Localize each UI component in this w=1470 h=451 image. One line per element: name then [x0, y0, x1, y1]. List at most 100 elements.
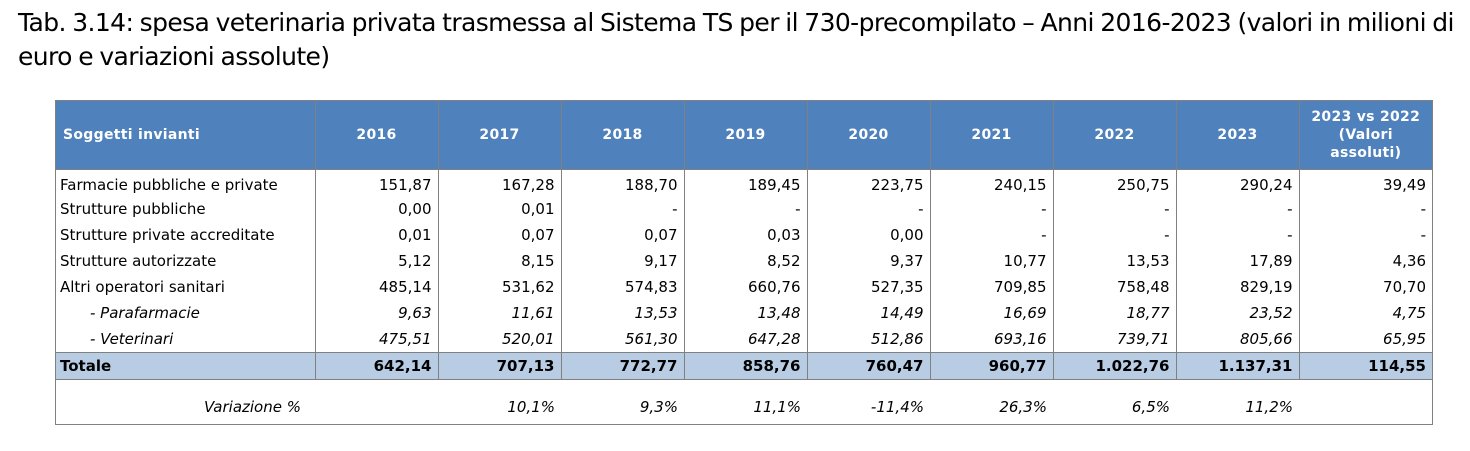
table-cell: -	[1052, 196, 1176, 222]
table-cell: 709,85	[929, 274, 1053, 300]
table-cell: 14,49	[806, 300, 930, 326]
table-cell: 6,5%	[1131, 398, 1170, 416]
table-cell: 23,52	[1175, 300, 1299, 326]
table-row: Strutture pubbliche 0,00 0,01- - - - - - -	[56, 196, 1432, 222]
table-cell: 805,66	[1175, 326, 1299, 353]
table-cell: -	[929, 196, 1053, 222]
table-cell	[1299, 380, 1432, 435]
table-cell: 660,76	[683, 274, 807, 300]
table-cell: 10,77	[929, 248, 1053, 274]
table-cell: 11,2%	[1245, 398, 1293, 416]
table-cell: 0,07	[437, 222, 561, 248]
table-cell: 9,37	[806, 248, 930, 274]
table-cell: 520,01	[437, 326, 561, 353]
table-cell: 8,15	[437, 248, 561, 274]
row-label: Totale	[56, 352, 315, 380]
table-cell: 188,70	[560, 169, 684, 196]
table-cell: 8,52	[683, 248, 807, 274]
row-label: - Parafarmacie	[90, 304, 200, 322]
table-cell: 13,48	[683, 300, 807, 326]
table-cell: 772,77	[560, 352, 684, 380]
header-year: 2022	[1052, 101, 1176, 170]
header-year: 2021	[929, 101, 1053, 170]
table-cell: -	[1298, 222, 1432, 248]
variation-row: Variazione % 10,1% 9,3% 11,1% -11,4% 26,3% 6,5…	[56, 380, 1432, 435]
table-cell: 9,63	[314, 300, 438, 326]
table-body: Farmacie pubbliche e private 151,87 167,28…	[56, 169, 1432, 435]
row-label: Farmacie pubbliche e private	[60, 176, 278, 194]
table-cell: 527,35	[806, 274, 930, 300]
header-variation: 2023 vs 2022 (Valori assoluti)	[1298, 101, 1432, 170]
table-cell: 223,75	[806, 169, 930, 196]
table-cell: 1.022,76	[1052, 352, 1176, 380]
table-cell: 0,07	[560, 222, 684, 248]
header-variation-line2: (Valori assoluti)	[1330, 127, 1402, 161]
table-cell: 475,51	[314, 326, 438, 353]
row-label: Strutture autorizzate	[60, 252, 217, 270]
table-cell: 11,1%	[753, 398, 801, 416]
table-cell: 758,48	[1052, 274, 1176, 300]
header-year: 2016	[314, 101, 438, 170]
table-cell: -	[929, 222, 1053, 248]
table-cell: 16,69	[929, 300, 1053, 326]
table-cell: 17,89	[1175, 248, 1299, 274]
row-label: Strutture pubbliche	[60, 200, 206, 218]
table-cell: 10,1%	[507, 398, 555, 416]
table-cell: -	[1052, 222, 1176, 248]
table-cell: 561,30	[560, 326, 684, 353]
table-cell: 0,03	[683, 222, 807, 248]
table-cell: -	[683, 196, 807, 222]
header-year: 2018	[560, 101, 684, 170]
table-row: Strutture private accreditate 0,01 0,07 0,0…	[56, 222, 1432, 248]
table-cell: 65,95	[1298, 326, 1432, 353]
table-cell: 739,71	[1052, 326, 1176, 353]
header-row: Soggetti invianti 2016 2017 2018 2019 20…	[56, 101, 1432, 170]
table-cell: 485,14	[314, 274, 438, 300]
table-cell: 707,13	[437, 352, 561, 380]
table-cell: 574,83	[560, 274, 684, 300]
header-variation-line1: 2023 vs 2022	[1311, 109, 1421, 125]
table-cell: 11,61	[437, 300, 561, 326]
spesa-veterinaria-table: Soggetti invianti 2016 2017 2018 2019 20…	[56, 101, 1432, 434]
table-cell: 13,53	[560, 300, 684, 326]
header-year: 2019	[683, 101, 807, 170]
table-cell: 960,77	[929, 352, 1053, 380]
row-label: Variazione %	[204, 398, 301, 416]
table-cell: -	[560, 196, 684, 222]
table-cell: 647,28	[683, 326, 807, 353]
table-row: Farmacie pubbliche e private 151,87 167,28…	[56, 169, 1432, 196]
table-cell: 1.137,31	[1175, 352, 1299, 380]
table-cell: 240,15	[929, 169, 1053, 196]
table-cell: 13,53	[1052, 248, 1176, 274]
table-container: Soggetti invianti 2016 2017 2018 2019 20…	[55, 100, 1433, 425]
table-cell: 26,3%	[999, 398, 1047, 416]
table-cell: 512,86	[806, 326, 930, 353]
header-year: 2020	[806, 101, 930, 170]
table-cell: 0,00	[314, 196, 438, 222]
table-cell: 9,17	[560, 248, 684, 274]
table-cell: 642,14	[314, 352, 438, 380]
table-cell: 151,87	[314, 169, 438, 196]
table-cell: 0,00	[806, 222, 930, 248]
table-cell: 858,76	[683, 352, 807, 380]
table-cell: 167,28	[437, 169, 561, 196]
table-cell: 693,16	[929, 326, 1053, 353]
table-cell: 250,75	[1052, 169, 1176, 196]
table-cell: 18,77	[1052, 300, 1176, 326]
table-row: Altri operatori sanitari 485,14 531,62 574,…	[56, 274, 1432, 300]
row-label: Strutture private accreditate	[60, 226, 275, 244]
row-label: - Veterinari	[90, 330, 174, 348]
table-cell: 4,36	[1298, 248, 1432, 274]
table-cell: -	[1298, 196, 1432, 222]
table-caption: Tab. 3.14: spesa veterinaria privata tra…	[18, 8, 1455, 71]
table-cell: 531,62	[437, 274, 561, 300]
table-cell: -11,4%	[870, 398, 924, 416]
table-cell: 5,12	[314, 248, 438, 274]
table-cell: -	[1175, 196, 1299, 222]
table-cell: -	[1175, 222, 1299, 248]
table-cell: 829,19	[1175, 274, 1299, 300]
table-cell: 760,47	[806, 352, 930, 380]
table-row: Strutture autorizzate 5,12 8,15 9,17 8,52 9,3…	[56, 248, 1432, 274]
table-cell: -	[806, 196, 930, 222]
header-year: 2023	[1175, 101, 1299, 170]
